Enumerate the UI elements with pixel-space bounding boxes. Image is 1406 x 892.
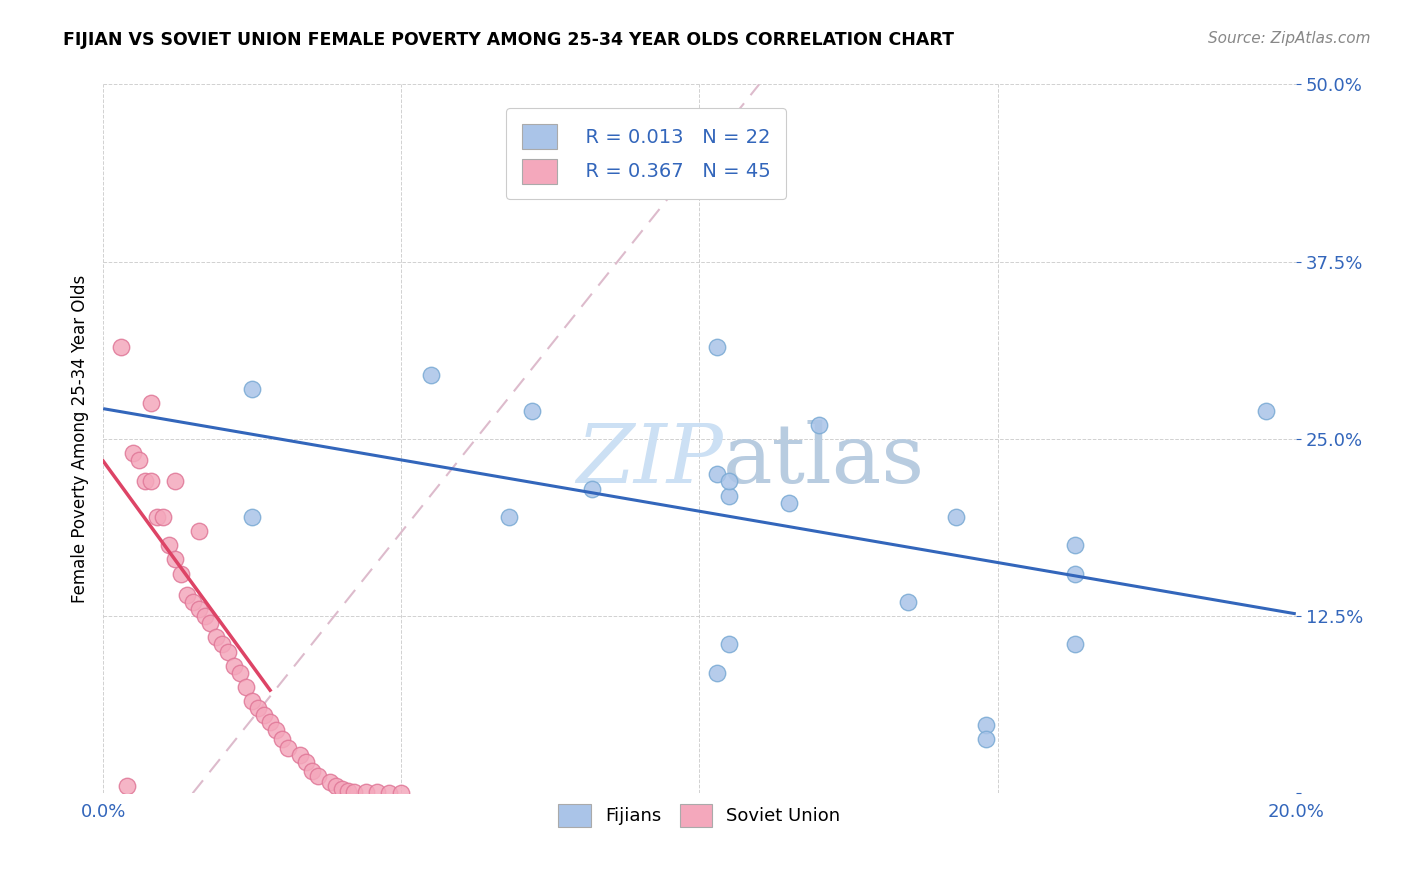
Point <box>205 631 228 645</box>
Point <box>336 783 359 797</box>
Point <box>718 638 741 652</box>
Point <box>240 509 263 524</box>
Point <box>224 658 246 673</box>
Point <box>163 552 186 566</box>
Point <box>176 588 198 602</box>
Point <box>498 509 520 524</box>
Point <box>169 566 191 581</box>
Point <box>240 694 263 708</box>
Point <box>378 786 401 800</box>
Point <box>211 638 233 652</box>
Point <box>974 718 997 732</box>
Point <box>706 340 728 354</box>
Point <box>139 475 162 489</box>
Point <box>330 782 353 797</box>
Point <box>200 616 222 631</box>
Point <box>319 775 342 789</box>
Point <box>706 467 728 482</box>
Point <box>139 396 162 410</box>
Point <box>945 509 967 524</box>
Point <box>807 417 830 432</box>
Point <box>240 382 263 396</box>
Point <box>146 509 169 524</box>
Point <box>581 482 603 496</box>
Point <box>152 509 174 524</box>
Point <box>181 595 204 609</box>
Point <box>974 732 997 747</box>
Point <box>1254 403 1277 417</box>
Point <box>122 446 145 460</box>
Point <box>522 403 544 417</box>
Text: atlas: atlas <box>723 420 925 500</box>
Point <box>115 779 138 793</box>
Point <box>1064 638 1087 652</box>
Point <box>778 496 800 510</box>
Point <box>342 785 364 799</box>
Point <box>897 595 920 609</box>
Point <box>157 538 180 552</box>
Point <box>259 715 281 730</box>
Point <box>366 785 388 799</box>
Point <box>264 723 287 737</box>
Point <box>325 779 347 793</box>
Point <box>706 665 728 680</box>
Legend: Fijians, Soviet Union: Fijians, Soviet Union <box>551 797 848 834</box>
Y-axis label: Female Poverty Among 25-34 Year Olds: Female Poverty Among 25-34 Year Olds <box>72 275 89 603</box>
Point <box>163 475 186 489</box>
Point <box>128 453 150 467</box>
Text: Source: ZipAtlas.com: Source: ZipAtlas.com <box>1208 31 1371 46</box>
Point <box>277 741 299 756</box>
Point <box>253 708 276 723</box>
Point <box>1064 538 1087 552</box>
Point <box>389 786 412 800</box>
Point <box>1064 566 1087 581</box>
Text: FIJIAN VS SOVIET UNION FEMALE POVERTY AMONG 25-34 YEAR OLDS CORRELATION CHART: FIJIAN VS SOVIET UNION FEMALE POVERTY AM… <box>63 31 955 49</box>
Point <box>354 785 377 799</box>
Point <box>193 609 215 624</box>
Point <box>229 665 252 680</box>
Point <box>295 755 318 769</box>
Point <box>217 644 239 658</box>
Text: ZIP: ZIP <box>576 420 723 500</box>
Point <box>271 732 294 747</box>
Point <box>307 769 329 783</box>
Point <box>110 340 132 354</box>
Point <box>235 680 257 694</box>
Point <box>420 368 443 383</box>
Point <box>187 602 209 616</box>
Point <box>187 524 209 538</box>
Point <box>301 764 323 778</box>
Point <box>288 747 311 762</box>
Point <box>247 701 270 715</box>
Point <box>134 475 156 489</box>
Point <box>718 489 741 503</box>
Point <box>718 475 741 489</box>
